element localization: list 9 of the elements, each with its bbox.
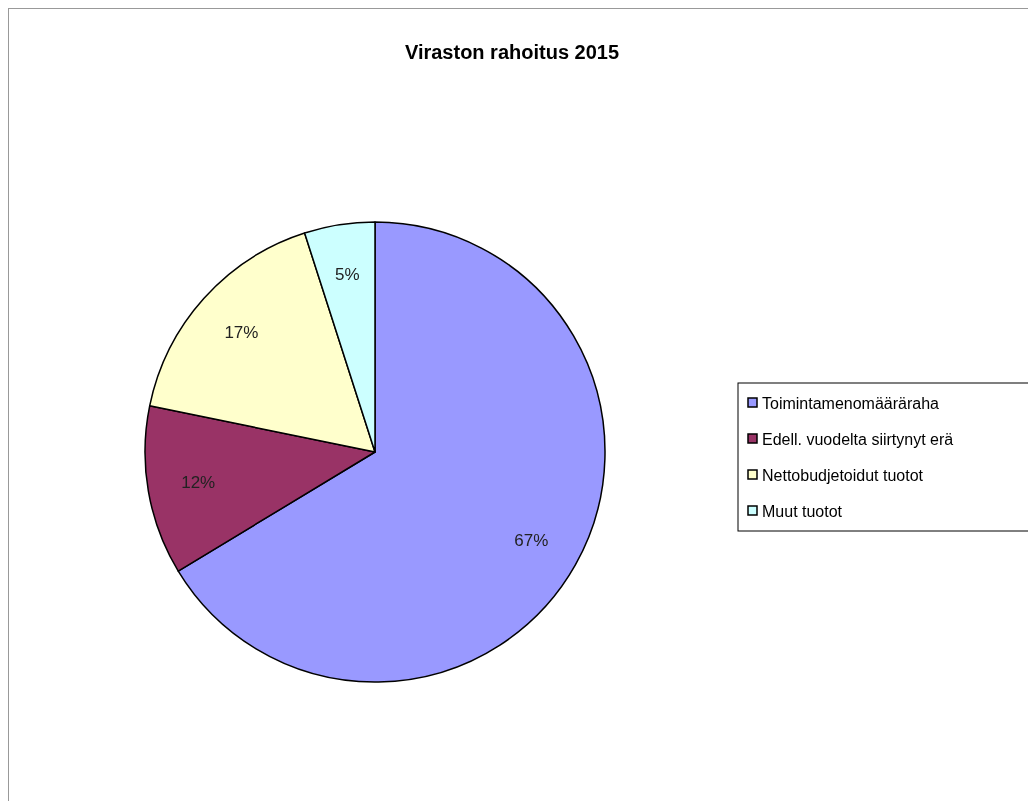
- data-label: 67%: [514, 530, 549, 550]
- data-label: 17%: [224, 322, 259, 342]
- chart-title: Viraston rahoitus 2015: [404, 41, 620, 63]
- legend-label: Edell. vuodelta siirtynyt erä: [762, 430, 954, 448]
- data-label: 5%: [334, 265, 360, 285]
- legend-label: Nettobudjetoidut tuotot: [762, 466, 924, 484]
- legend-label: Toimintamenomääräraha: [762, 394, 940, 412]
- legend-label: Muut tuotot: [762, 502, 843, 520]
- data-label: 12%: [181, 473, 216, 493]
